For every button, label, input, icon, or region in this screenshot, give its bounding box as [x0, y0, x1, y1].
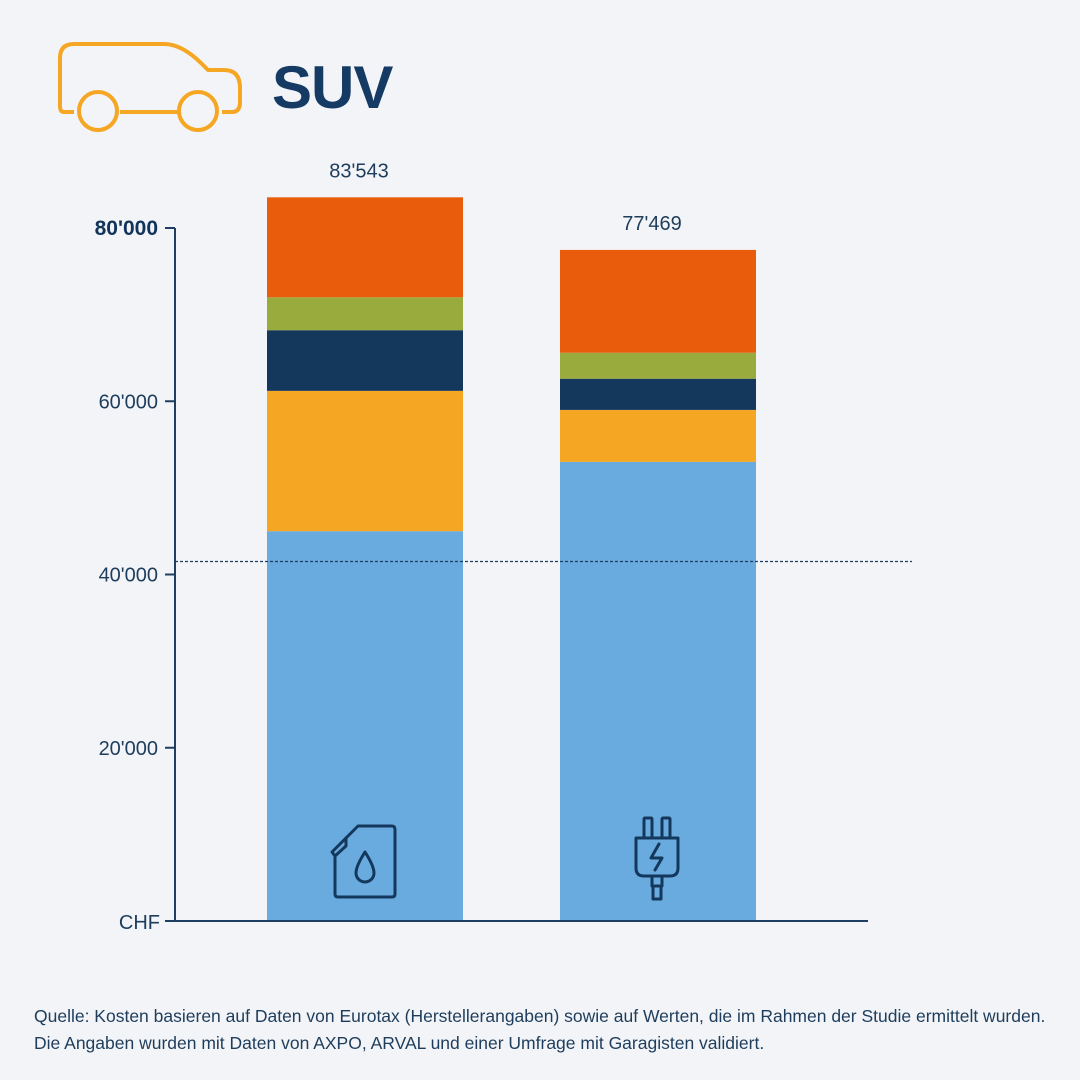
stacked-bar-chart: 83'543 77'469 80'000 60'000 40'000 20'000 CHF	[95, 160, 912, 934]
y-tick-label: 40'000	[99, 565, 158, 587]
bar-segment	[560, 352, 756, 379]
bar-total-label: 77'469	[622, 213, 681, 235]
bar-segment	[267, 330, 463, 391]
bar-segment	[560, 409, 756, 462]
electric-plug-icon	[634, 816, 680, 901]
source-note: Quelle: Kosten basieren auf Daten von Eu…	[34, 1006, 1046, 1053]
bar-segment	[267, 197, 463, 298]
y-tick-label: 80'000	[95, 217, 158, 240]
bar-segment	[560, 461, 756, 921]
car-icon	[58, 42, 242, 132]
y-tick-label: 60'000	[99, 391, 158, 413]
bar-segment	[560, 378, 756, 410]
chart-header: SUV	[56, 38, 393, 138]
bar-segment	[267, 531, 463, 921]
bar-segment	[267, 297, 463, 331]
y-axis-unit-label: CHF	[119, 912, 160, 934]
fuel-canister-icon	[330, 824, 397, 899]
bar-total-label: 83'543	[329, 160, 388, 182]
y-tick-label: 20'000	[99, 738, 158, 760]
bar-segment	[267, 390, 463, 532]
chart-title: SUV	[272, 54, 393, 121]
bar-segment	[560, 249, 756, 353]
